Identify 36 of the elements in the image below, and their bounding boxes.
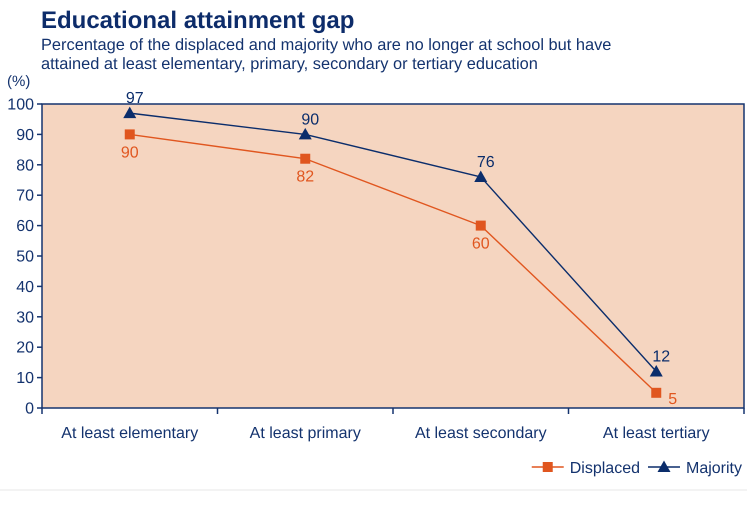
point [474, 170, 488, 182]
y-tick-label: 80 [16, 157, 34, 174]
y-tick-label: 10 [16, 370, 34, 388]
point [298, 128, 312, 140]
point [650, 365, 663, 377]
data-label: 5 [668, 390, 678, 408]
x-tick-label: At least elementary [61, 425, 198, 442]
point [476, 220, 486, 231]
y-tick-label: 30 [16, 309, 34, 326]
data-label: 60 [472, 236, 490, 253]
x-tick-label: At least primary [250, 425, 361, 442]
y-tick-label: 20 [16, 340, 34, 357]
x-tick-label: At least secondary [414, 425, 547, 442]
data-label: 82 [296, 168, 314, 186]
y-tick-label: 0 [25, 400, 34, 418]
x-tick-label: At least tertiary [602, 425, 710, 442]
y-axis-title: (%) [7, 73, 30, 90]
point [300, 154, 310, 164]
y-tick-label: 60 [16, 218, 34, 236]
legend-label: Displaced [570, 460, 640, 477]
point [651, 388, 662, 398]
data-label: 76 [476, 154, 495, 171]
y-tick-label: 70 [16, 188, 34, 205]
y-tick-label: 50 [16, 248, 34, 266]
legend-label: Majority [686, 460, 742, 477]
y-tick-label: 100 [7, 96, 34, 114]
y-tick-label: 40 [16, 278, 34, 296]
y-tick-label: 90 [16, 126, 34, 144]
data-label: 97 [126, 90, 144, 108]
data-label: 90 [120, 144, 139, 162]
point [124, 129, 135, 140]
data-label: 90 [301, 111, 320, 128]
chart-subtitle: Percentage of the displaced and majority who are no longer at school but have attained at least elementary, primary, secondary or tertiary education [41, 36, 612, 73]
point [123, 106, 136, 118]
chart-title: Educational attainment gap [41, 7, 354, 34]
data-label: 12 [652, 348, 670, 366]
